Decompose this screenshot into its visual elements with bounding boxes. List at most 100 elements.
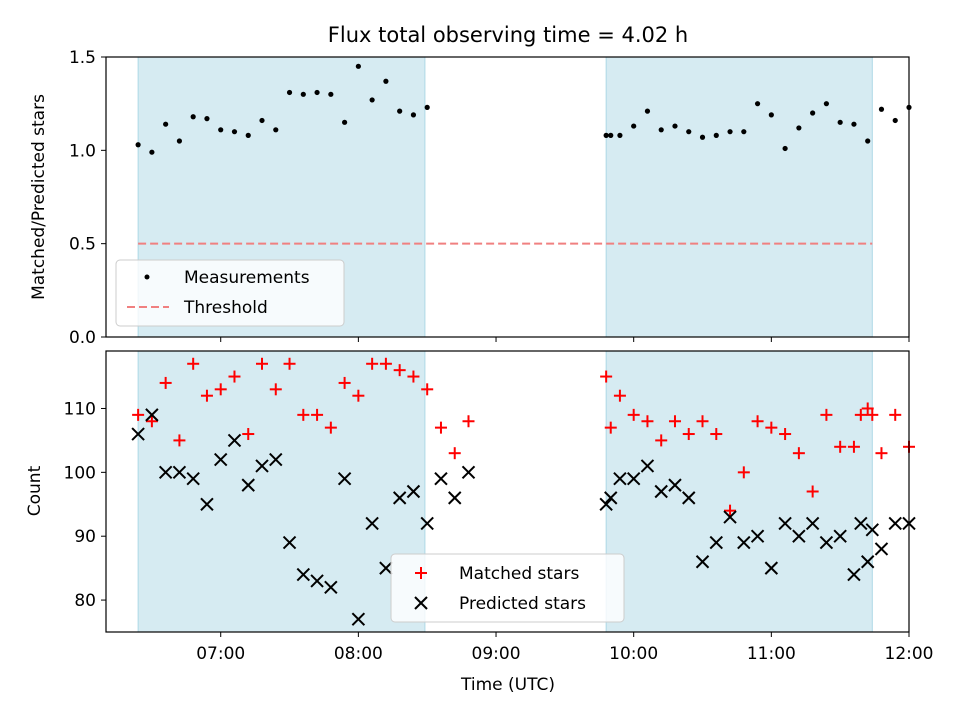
matched-star-point — [242, 428, 255, 441]
predicted-star-point — [269, 452, 283, 467]
matched-star-point — [393, 364, 406, 377]
x-axis-label: Time (UTC) — [460, 675, 555, 695]
matched-star-point — [737, 466, 750, 479]
bottom-y-axis-label: Count — [25, 465, 45, 516]
matched-star-point — [338, 376, 351, 389]
top-panel: 0.0 0.5 1.0 1.5 Matched/Predicted stars Mea… — [29, 48, 912, 348]
predicted-star-stroke — [379, 561, 393, 575]
matched-star-point — [655, 434, 668, 447]
predicted-star-stroke — [365, 516, 379, 531]
matched-star-point — [145, 415, 158, 428]
predicted-star-stroke — [200, 497, 214, 511]
top-x-axis-ticks — [220, 337, 910, 342]
predicted-star-stroke — [131, 427, 145, 441]
predicted-star-point — [145, 408, 159, 422]
y-tick-label: 110 — [64, 399, 96, 419]
measurement-point — [837, 119, 843, 125]
x-tick-label: 11:00 — [747, 644, 796, 664]
measurement-point — [892, 117, 898, 124]
y-tick-label: 1.5 — [69, 48, 96, 68]
matched-star-point — [765, 421, 778, 434]
measurement-point — [259, 117, 265, 124]
predicted-star-stroke — [282, 535, 297, 550]
measurement-point — [727, 129, 733, 135]
bottom-y-axis-ticks: 80 90 100 110 — [64, 399, 106, 611]
measurement-point — [768, 112, 774, 118]
measurement-point — [383, 78, 389, 84]
predicted-star-point — [854, 516, 868, 531]
matched-star-point — [613, 389, 626, 402]
legend-predicted-stars: Predicted stars — [459, 594, 586, 614]
predicted-star-point — [626, 472, 641, 486]
bottom-plot-marks — [131, 357, 916, 626]
measurement-point — [851, 121, 857, 127]
matched-star-point — [682, 428, 695, 441]
predicted-star-stroke — [764, 561, 779, 575]
measurement-point — [149, 149, 155, 155]
predicted-star-stroke — [172, 465, 187, 480]
matched-star-point — [159, 376, 172, 389]
predicted-star-point — [805, 516, 820, 531]
predicted-star-point — [406, 484, 421, 499]
predicted-star-point — [750, 529, 765, 543]
predicted-star-point — [448, 491, 462, 505]
matched-star-point — [875, 447, 888, 460]
matched-star-point — [866, 408, 879, 421]
top-legend: Measurements Threshold — [115, 259, 345, 327]
matched-star-point — [283, 357, 296, 370]
predicted-star-point — [337, 472, 352, 486]
measurement-point — [658, 127, 664, 133]
predicted-star-point — [131, 427, 145, 441]
predicted-star-point — [888, 516, 902, 531]
predicted-star-point — [351, 612, 366, 626]
top-plot-marks — [135, 63, 912, 245]
chart-title: Flux total observing time = 4.02 h — [328, 23, 688, 47]
predicted-star-stroke — [324, 580, 338, 595]
legend-measurements: Measurements — [184, 268, 310, 288]
predicted-star-point — [599, 497, 613, 511]
measurement-point — [782, 145, 788, 152]
predicted-star-point — [296, 567, 311, 582]
matched-star-point — [379, 357, 392, 370]
predicted-star-stroke — [682, 491, 696, 505]
matched-star-point — [297, 408, 310, 421]
predicted-star-stroke — [351, 612, 366, 626]
measurement-point — [878, 106, 885, 112]
y-tick-label: 80 — [74, 591, 96, 611]
x-tick-label: 07:00 — [196, 644, 245, 664]
matched-star-point — [600, 370, 613, 383]
measurement-point — [754, 101, 761, 107]
predicted-star-stroke — [709, 535, 723, 550]
predicted-star-stroke — [819, 535, 834, 550]
predicted-star-point — [640, 459, 655, 473]
predicted-star-point — [654, 484, 668, 499]
measurement-point — [608, 132, 614, 138]
matched-star-point — [854, 408, 867, 421]
predicted-star-point — [847, 567, 861, 582]
predicted-star-stroke — [337, 472, 352, 486]
predicted-star-stroke — [874, 542, 889, 556]
measurement-point — [163, 121, 169, 127]
measurement-point — [300, 91, 306, 97]
predicted-star-stroke — [406, 484, 421, 499]
predicted-star-point — [241, 478, 255, 492]
measurement-point — [273, 127, 279, 133]
matched-star-point — [604, 421, 617, 434]
predicted-legend-marker — [414, 596, 428, 610]
measurement-point — [644, 108, 651, 114]
predicted-star-stroke — [833, 529, 847, 543]
top-y-axis-label: Matched/Predicted stars — [29, 94, 49, 300]
measurement-point — [713, 132, 719, 138]
measurement-point — [218, 127, 224, 133]
predicted-star-stroke — [269, 452, 283, 467]
bottom-legend: Matched stars Predicted stars — [390, 553, 625, 623]
matched-star-point — [627, 408, 640, 421]
matched-star-point — [820, 408, 833, 421]
measurement-point — [369, 97, 375, 103]
predicted-star-stroke — [186, 472, 200, 486]
matched-star-point — [256, 357, 269, 370]
measurement-point — [603, 132, 609, 138]
predicted-star-stroke — [792, 529, 806, 543]
matched-star-point — [311, 408, 324, 421]
measurement-point — [314, 89, 320, 96]
